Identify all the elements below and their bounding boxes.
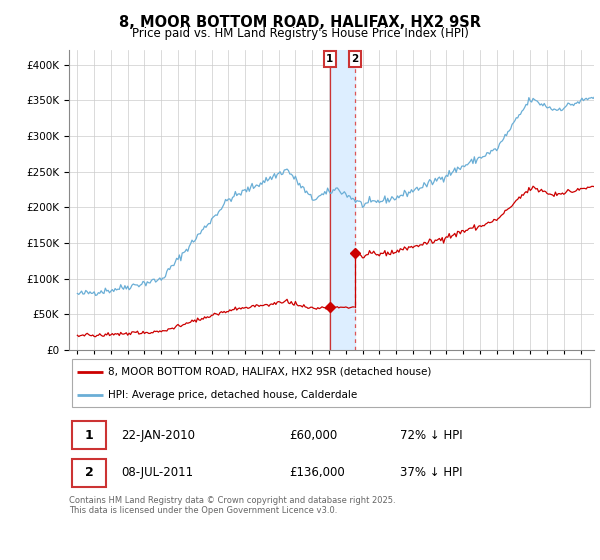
Text: 08-JUL-2011: 08-JUL-2011 <box>121 466 194 479</box>
FancyBboxPatch shape <box>71 421 106 449</box>
Text: 2: 2 <box>85 466 94 479</box>
Text: £136,000: £136,000 <box>290 466 345 479</box>
FancyBboxPatch shape <box>71 360 590 407</box>
Text: Contains HM Land Registry data © Crown copyright and database right 2025.
This d: Contains HM Land Registry data © Crown c… <box>69 496 395 515</box>
Text: 22-JAN-2010: 22-JAN-2010 <box>121 428 196 442</box>
Text: 8, MOOR BOTTOM ROAD, HALIFAX, HX2 9SR: 8, MOOR BOTTOM ROAD, HALIFAX, HX2 9SR <box>119 15 481 30</box>
Bar <box>330 50 355 350</box>
Text: Price paid vs. HM Land Registry's House Price Index (HPI): Price paid vs. HM Land Registry's House … <box>131 27 469 40</box>
Text: 37% ↓ HPI: 37% ↓ HPI <box>400 466 462 479</box>
Text: HPI: Average price, detached house, Calderdale: HPI: Average price, detached house, Cald… <box>109 390 358 400</box>
Text: £60,000: £60,000 <box>290 428 338 442</box>
Text: 1: 1 <box>85 428 94 442</box>
FancyBboxPatch shape <box>71 459 106 487</box>
Text: 72% ↓ HPI: 72% ↓ HPI <box>400 428 463 442</box>
Text: 1: 1 <box>326 54 334 64</box>
Text: 2: 2 <box>351 54 358 64</box>
Text: 8, MOOR BOTTOM ROAD, HALIFAX, HX2 9SR (detached house): 8, MOOR BOTTOM ROAD, HALIFAX, HX2 9SR (d… <box>109 367 432 377</box>
